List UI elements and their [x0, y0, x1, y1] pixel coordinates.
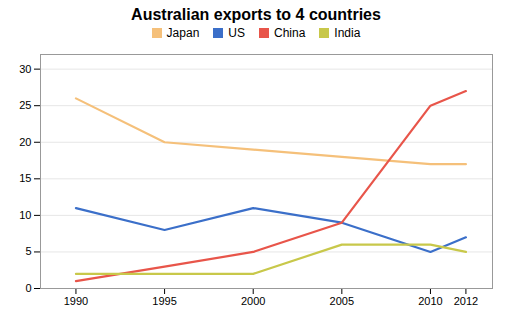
svg-text:2005: 2005	[330, 295, 354, 307]
svg-text:10: 10	[19, 209, 31, 221]
svg-text:2010: 2010	[418, 295, 442, 307]
html-text:India: India	[334, 26, 361, 40]
html-text:Japan: Japan	[166, 26, 200, 40]
svg-text:15: 15	[19, 172, 31, 184]
svg-text:30: 30	[19, 63, 31, 75]
svg-text:2012: 2012	[454, 295, 478, 307]
svg-text:1995: 1995	[152, 295, 176, 307]
svg-text:25: 25	[19, 99, 31, 111]
html-text:US: US	[228, 26, 245, 40]
svg-text:20: 20	[19, 136, 31, 148]
html-text:China: China	[274, 26, 306, 40]
svg-text:0: 0	[25, 282, 31, 294]
svg-text:1990: 1990	[64, 295, 88, 307]
svg-text:5: 5	[25, 245, 31, 257]
html-text:Australian exports to 4 countr: Australian exports to 4 countries	[131, 6, 381, 23]
svg-text:2000: 2000	[241, 295, 265, 307]
